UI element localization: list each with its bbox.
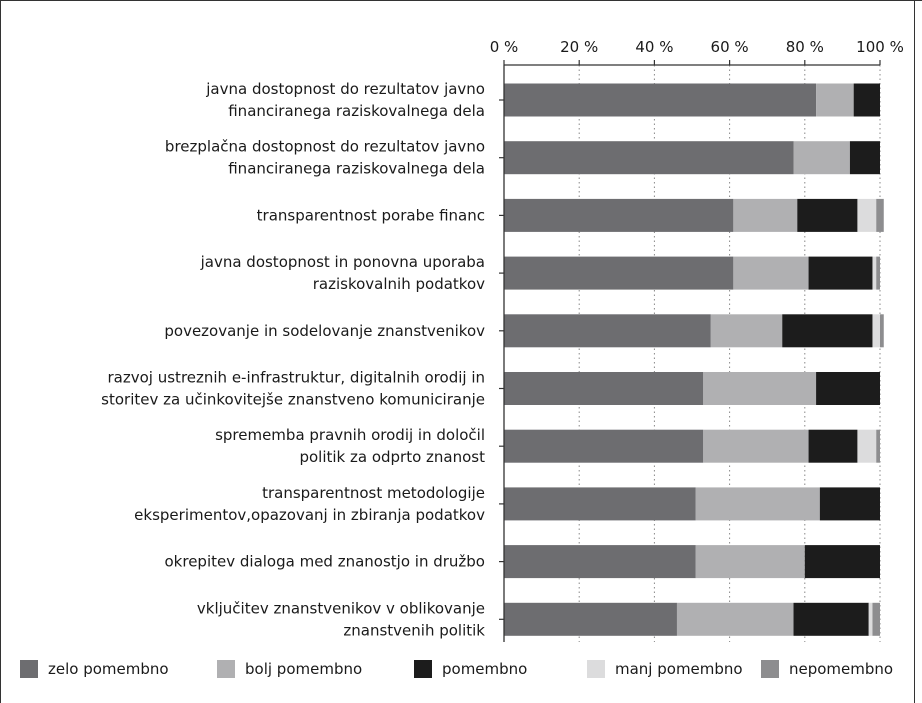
frame-right-border [914, 0, 915, 703]
bar-segment [880, 314, 884, 348]
x-tick-label: 80 % [786, 38, 824, 56]
bar-segment [804, 545, 880, 579]
category-label: vključitev znanstvenikov v oblikovanje [197, 599, 485, 617]
category-label: financiranega raziskovalnega dela [228, 102, 485, 120]
frame-top-border [0, 0, 922, 1]
category-label: transparentnost porabe financ [257, 206, 485, 224]
bar-segment [849, 141, 880, 175]
bar-segment [793, 141, 850, 175]
bar-segment [819, 487, 880, 521]
category-label: politik za odprto znanost [299, 448, 485, 466]
legend-label: zelo pomembno [48, 660, 169, 678]
x-tick-label: 100 % [856, 38, 904, 56]
bar-segment [857, 198, 877, 232]
bars-layer [504, 83, 884, 636]
bar-segment [782, 314, 873, 348]
legend-swatch [20, 660, 38, 678]
legend-label: manj pomembno [615, 660, 743, 678]
bar-segment [816, 83, 854, 117]
bar-segment [695, 487, 820, 521]
category-label: razvoj ustreznih e-infrastruktur, digita… [108, 369, 485, 387]
axis-layer [499, 60, 881, 642]
category-label: raziskovalnih podatkov [313, 275, 485, 293]
bar-segment [710, 314, 783, 348]
bar-segment [504, 545, 696, 579]
category-label: sprememba pravnih orodij in določil [215, 426, 485, 444]
bar-segment [695, 545, 805, 579]
bar-segment [504, 198, 734, 232]
bar-segment [733, 198, 798, 232]
legend-label: nepomembno [789, 660, 893, 678]
category-label: javna dostopnost do rezultatov javno [205, 80, 485, 98]
bar-segment [703, 429, 809, 463]
category-label: javna dostopnost in ponovna uporaba [200, 253, 485, 271]
x-tick-label: 20 % [560, 38, 598, 56]
bar-segment [504, 141, 794, 175]
category-label: transparentnost metodologije [262, 484, 485, 502]
category-label: eksperimentov,opazovanj in zbiranja poda… [134, 506, 485, 524]
x-tick-label: 0 % [490, 38, 519, 56]
x-tick-labels: 0 % 20 % 40 % 60 % 80 % 100 % [490, 38, 904, 56]
category-label: financiranega raziskovalnega dela [228, 160, 485, 178]
bar-segment [797, 198, 858, 232]
bar-segment [504, 429, 704, 463]
bar-segment [816, 372, 880, 405]
category-labels: javna dostopnost do rezultatov javno fina… [101, 80, 485, 639]
bar-segment [504, 602, 677, 636]
legend: zelo pomembno bolj pomembno pomembno manj p… [20, 660, 893, 678]
bar-segment [872, 602, 880, 636]
bar-segment [504, 256, 734, 290]
bar-segment [676, 602, 794, 636]
category-label: povezovanje in sodelovanje znanstvenikov [164, 322, 485, 340]
category-label: znanstvenih politik [343, 621, 485, 639]
legend-swatch [587, 660, 605, 678]
category-label: storitev za učinkovitejše znanstveno kom… [101, 391, 485, 409]
bar-segment [857, 429, 877, 463]
x-tick-label: 40 % [635, 38, 673, 56]
bar-segment [876, 429, 880, 463]
bar-segment [504, 487, 696, 521]
legend-label: pomembno [442, 660, 527, 678]
frame-left-border [0, 0, 1, 703]
bar-segment [504, 372, 704, 405]
bar-segment [876, 256, 880, 290]
legend-swatch [217, 660, 235, 678]
category-label: okrepitev dialoga med znanostjo in družb… [165, 553, 486, 571]
bar-segment [853, 83, 880, 117]
legend-label: bolj pomembno [245, 660, 362, 678]
bar-segment [808, 429, 858, 463]
bar-segment [876, 198, 884, 232]
bar-segment [872, 256, 877, 290]
bar-segment [872, 314, 880, 348]
legend-swatch [761, 660, 779, 678]
bar-segment [504, 83, 817, 117]
x-tick-label: 60 % [711, 38, 749, 56]
bar-segment [504, 314, 711, 348]
legend-swatch [414, 660, 432, 678]
bar-segment [808, 256, 873, 290]
grid-layer [578, 65, 881, 642]
category-label: brezplačna dostopnost do rezultatov javn… [165, 138, 485, 156]
bar-segment [793, 602, 869, 636]
bar-segment [733, 256, 809, 290]
bar-segment [703, 372, 817, 405]
bar-segment [868, 602, 873, 636]
